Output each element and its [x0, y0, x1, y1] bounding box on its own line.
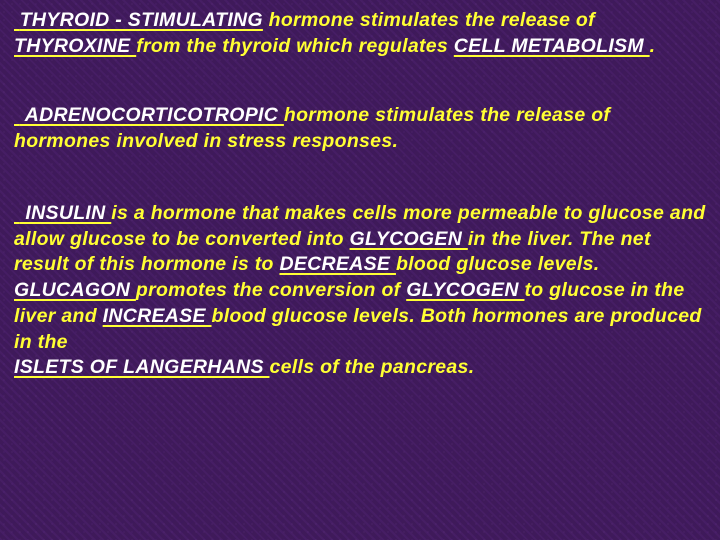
paragraph-insulin: INSULIN is a hormone that makes cells mo… [14, 201, 706, 381]
text-segment: cells of the pancreas. [269, 356, 474, 378]
blank-glucagon: GLUCAGON [14, 279, 136, 301]
blank-adrenocorticotropic: ADRENOCORTICOTROPIC [20, 104, 284, 126]
paragraph-adrenocorticotropic: ADRENOCORTICOTROPIC hormone stimulates t… [14, 103, 706, 154]
blank-cell-metabolism: CELL METABOLISM [454, 35, 650, 57]
text-segment: blood glucose levels. [396, 253, 600, 275]
blank-glycogen-1: GLYCOGEN [350, 228, 468, 250]
blank-islets: ISLETS OF LANGERHANS [14, 356, 269, 378]
paragraph-thyroid: THYROID - STIMULATING hormone stimulates… [14, 8, 706, 59]
blank-increase: INCREASE [103, 305, 212, 327]
text-segment: hormone stimulates the release of [263, 9, 595, 31]
blank-insulin: INSULIN [20, 202, 112, 224]
text-segment: from the thyroid which regulates [136, 35, 454, 57]
blank-glycogen-2: GLYCOGEN [406, 279, 524, 301]
blank-thyroid-stimulating: THYROID - STIMULATING [20, 9, 263, 31]
text-segment: . [650, 35, 656, 57]
text-segment: promotes the conversion of [136, 279, 406, 301]
blank-decrease: DECREASE [279, 253, 395, 275]
blank-thyroxine: THYROXINE [14, 35, 136, 57]
